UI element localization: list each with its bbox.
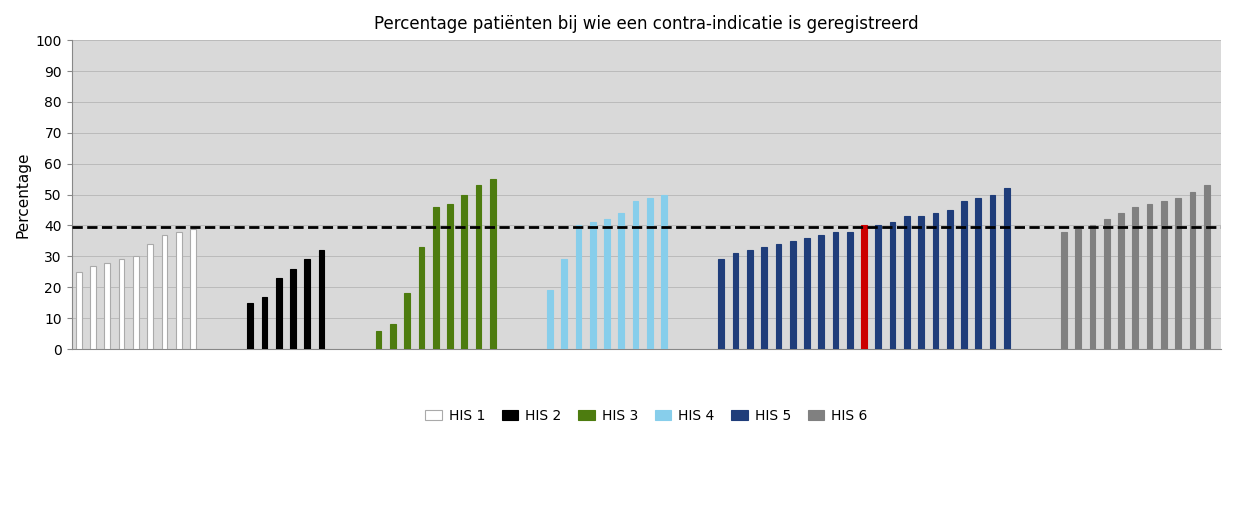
Bar xyxy=(661,195,667,349)
Bar xyxy=(1161,201,1167,349)
Bar xyxy=(1132,207,1138,349)
Y-axis label: Percentage: Percentage xyxy=(15,152,30,238)
Bar xyxy=(875,226,881,349)
Bar xyxy=(618,213,624,349)
Bar xyxy=(761,247,768,349)
Bar xyxy=(733,254,738,349)
Bar xyxy=(162,235,167,349)
Bar xyxy=(1119,213,1124,349)
Bar xyxy=(590,223,596,349)
Legend: HIS 1, HIS 2, HIS 3, HIS 4, HIS 5, HIS 6: HIS 1, HIS 2, HIS 3, HIS 4, HIS 5, HIS 6 xyxy=(419,404,874,428)
Bar xyxy=(975,198,981,349)
Bar xyxy=(1075,229,1082,349)
Bar xyxy=(747,250,753,349)
Bar xyxy=(247,303,253,349)
Bar xyxy=(904,216,910,349)
Bar xyxy=(805,238,810,349)
Bar xyxy=(404,294,410,349)
Bar xyxy=(890,223,895,349)
Bar xyxy=(461,195,467,349)
Bar xyxy=(1189,192,1195,349)
Bar xyxy=(775,244,781,349)
Title: Percentage patiënten bij wie een contra-indicatie is geregistreerd: Percentage patiënten bij wie een contra-… xyxy=(375,15,918,33)
Bar xyxy=(818,235,824,349)
Bar xyxy=(847,232,853,349)
Bar xyxy=(447,204,452,349)
Bar xyxy=(176,232,182,349)
Bar xyxy=(319,250,324,349)
Bar xyxy=(633,201,639,349)
Bar xyxy=(718,260,724,349)
Bar xyxy=(1204,186,1210,349)
Bar xyxy=(190,229,195,349)
Bar xyxy=(119,260,125,349)
Bar xyxy=(548,291,552,349)
Bar xyxy=(1104,220,1110,349)
Bar xyxy=(147,244,153,349)
Bar xyxy=(962,201,967,349)
Bar xyxy=(1147,204,1152,349)
Bar xyxy=(790,241,796,349)
Bar xyxy=(304,260,310,349)
Bar xyxy=(990,195,995,349)
Bar xyxy=(947,210,953,349)
Bar xyxy=(90,266,96,349)
Bar xyxy=(1090,226,1095,349)
Bar xyxy=(933,213,938,349)
Bar xyxy=(604,220,609,349)
Bar xyxy=(476,186,481,349)
Bar xyxy=(1060,232,1067,349)
Bar xyxy=(419,247,424,349)
Bar xyxy=(561,260,567,349)
Bar xyxy=(1004,189,1010,349)
Bar xyxy=(918,216,925,349)
Bar xyxy=(376,331,382,349)
Bar xyxy=(105,263,110,349)
Bar xyxy=(433,207,439,349)
Bar xyxy=(75,272,82,349)
Bar xyxy=(391,324,396,349)
Bar xyxy=(833,232,838,349)
Bar xyxy=(133,257,138,349)
Bar xyxy=(1175,198,1182,349)
Bar xyxy=(861,226,866,349)
Bar xyxy=(489,179,496,349)
Bar xyxy=(276,278,282,349)
Bar xyxy=(262,297,267,349)
Bar xyxy=(290,269,295,349)
Bar xyxy=(646,198,653,349)
Bar xyxy=(576,226,581,349)
